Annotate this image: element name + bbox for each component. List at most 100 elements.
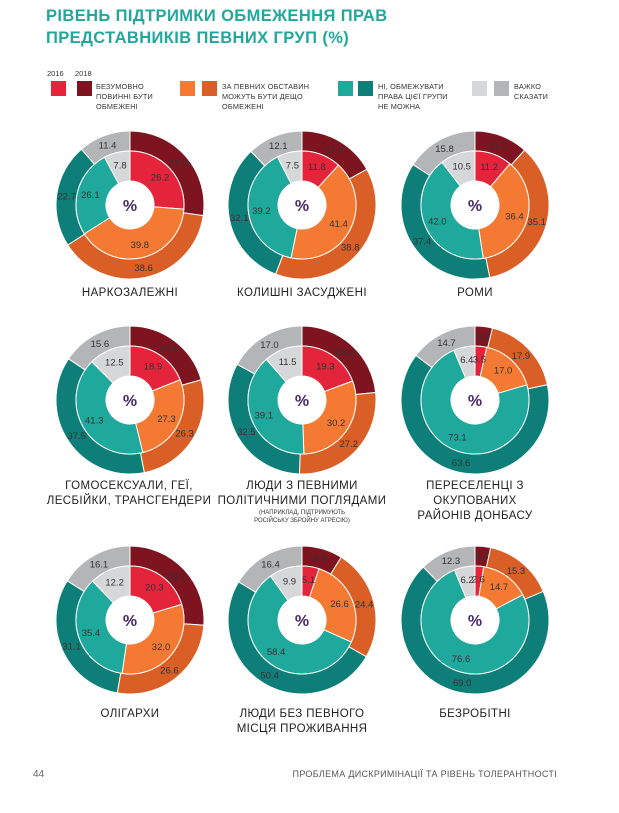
data-label-inner-2016-cannot-restrict: 35.4: [82, 628, 101, 639]
data-label-outer-2018-must-be-restricted: 11.7: [489, 141, 507, 152]
data-label-outer-2018-cannot-restrict: 32.5: [237, 427, 256, 438]
data-label-inner-2016-may-be-restricted: 26.6: [330, 599, 349, 610]
slice-inner-2016-may-be-restricted: [302, 380, 357, 455]
data-label-inner-2016-hard-to-say: 6.4: [460, 355, 473, 366]
legend-swatch-2016: [338, 81, 353, 96]
data-label-inner-2016-must-be-restricted: 2.6: [472, 574, 485, 585]
slice-inner-2016-hard-to-say: [269, 565, 303, 602]
slice-inner-2016-hard-to-say: [453, 565, 476, 599]
legend-swatch-2018: [202, 81, 217, 96]
legend-swatch-2016: [51, 81, 66, 96]
data-label-inner-2016-may-be-restricted: 27.3: [157, 414, 176, 425]
data-label-inner-2016-hard-to-say: 7.8: [113, 161, 126, 172]
percent-center-label: %: [295, 393, 309, 410]
data-label-outer-2018-hard-to-say: 15.8: [435, 144, 454, 155]
data-label-inner-2016-must-be-restricted: 11.2: [480, 162, 498, 173]
data-label-inner-2016-hard-to-say: 7.5: [286, 160, 299, 171]
slice-inner-2016-may-be-restricted: [121, 603, 185, 675]
data-label-outer-2018-hard-to-say: 15.6: [91, 339, 110, 350]
legend-swatch-2016: [472, 81, 487, 96]
donut-chart: 8.9 24.4 50.4 16.4 5.1 26.6 58.4 9.9%: [227, 545, 377, 695]
data-label-outer-2018-must-be-restricted: 23.4: [336, 348, 355, 359]
footer-text: ПРОБЛЕМА ДИСКРИМІНАЦІЇ ТА РІВЕНЬ ТОЛЕРАН…: [292, 769, 557, 779]
data-label-outer-2018-cannot-restrict: 37.5: [67, 431, 86, 442]
slice-inner-2016-hard-to-say: [276, 150, 303, 185]
data-label-inner-2016-cannot-restrict: 42.0: [428, 217, 447, 228]
chart-title: ОЛІГАРХИ: [100, 708, 160, 720]
data-label-outer-2018-must-be-restricted: 27.3: [169, 158, 188, 169]
data-label-inner-2016-cannot-restrict: 76.6: [452, 654, 471, 665]
donut-svg: 17.0 38.8 32.1 12.1 11.8 41.4 39.2 7.5%: [227, 130, 377, 280]
chart-title: БЕЗРОБІТНІ: [439, 708, 511, 720]
donut-center: [452, 377, 498, 423]
page-title: РІВЕНЬ ПІДТРИМКИ ОБМЕЖЕННЯ ПРАВ ПРЕДСТАВ…: [46, 7, 388, 47]
donut-svg: 3.4 15.3 69.0 12.3 2.6 14.7 76.6 6.2%: [400, 545, 550, 695]
chart-title: ГОМОСЕКСУАЛИ, ГЕЇ, ЛЕСБІЙКИ, ТРАНСГЕНДЕР…: [46, 480, 212, 507]
data-label-inner-2016-may-be-restricted: 14.7: [490, 582, 509, 593]
slice-inner-2016-hard-to-say: [265, 345, 303, 383]
data-label-inner-2016-hard-to-say: 10.5: [452, 162, 471, 173]
data-label-outer-2018-hard-to-say: 16.1: [90, 559, 109, 570]
data-label-outer-2018-may-be-restricted: 26.3: [175, 429, 194, 440]
donut-svg: 8.9 24.4 50.4 16.4 5.1 26.6 58.4 9.9%: [227, 545, 377, 695]
slice-inner-2016-cannot-restrict: [75, 361, 144, 455]
chart-title: РОМИ: [457, 287, 493, 299]
slice-inner-2016-cannot-restrict: [420, 349, 530, 455]
data-label-inner-2016-cannot-restrict: 41.3: [85, 415, 104, 426]
slice-inner-2016-hard-to-say: [441, 150, 476, 187]
data-label-outer-2018-hard-to-say: 11.4: [99, 140, 117, 151]
data-label-outer-2018-may-be-restricted: 38.6: [134, 263, 153, 274]
slice-inner-2016-cannot-restrict: [75, 156, 120, 235]
data-label-outer-2018-must-be-restricted: 17.0: [325, 145, 344, 156]
donut-center: [279, 182, 325, 228]
data-label-inner-2016-must-be-restricted: 26.2: [151, 172, 170, 183]
percent-center-label: %: [295, 613, 309, 630]
data-label-inner-2016-cannot-restrict: 39.1: [255, 410, 274, 421]
donut-chart: 27.3 38.6 22.7 11.4 26.2 39.8 26.1 7.8%: [55, 130, 205, 280]
slice-inner-2016-may-be-restricted: [478, 163, 530, 259]
legend-year-2018: 2018: [75, 69, 92, 78]
donut-chart: 17.0 38.8 32.1 12.1 11.8 41.4 39.2 7.5%: [227, 130, 377, 280]
data-label-outer-2018-cannot-restrict: 32.1: [230, 213, 249, 224]
data-label-inner-2016-cannot-restrict: 73.1: [448, 432, 467, 443]
donut-chart: 3.4 15.3 69.0 12.3 2.6 14.7 76.6 6.2%: [400, 545, 550, 695]
data-label-outer-2018-cannot-restrict: 50.4: [260, 671, 279, 682]
donut-chart: 3.8 17.9 63.6 14.7 3.5 17.0 73.1 6.4%: [400, 325, 550, 475]
percent-center-label: %: [123, 198, 137, 215]
data-label-outer-2018-may-be-restricted: 27.2: [340, 439, 359, 450]
data-label-outer-2018-must-be-restricted: 8.9: [313, 554, 326, 565]
donut-center: [452, 182, 498, 228]
data-label-outer-2018-may-be-restricted: 17.9: [512, 351, 531, 362]
legend-swatch-2018: [77, 81, 92, 96]
chart-title: ЛЮДИ БЕЗ ПЕВНОГО МІСЦЯ ПРОЖИВАННЯ: [236, 708, 368, 735]
data-label-outer-2018-cannot-restrict: 22.7: [57, 191, 76, 202]
data-label-inner-2016-may-be-restricted: 30.2: [327, 418, 346, 429]
donut-center: [107, 377, 153, 423]
donut-center: [279, 377, 325, 423]
donut-svg: 23.4 27.2 32.5 17.0 19.3 30.2 39.1 11.5%: [227, 325, 377, 475]
donut-center: [107, 182, 153, 228]
slice-inner-2016-hard-to-say: [103, 150, 131, 185]
donut-center: [107, 597, 153, 643]
percent-center-label: %: [468, 393, 482, 410]
data-label-outer-2018-cannot-restrict: 31.1: [62, 641, 81, 652]
data-label-inner-2016-must-be-restricted: 11.8: [308, 162, 326, 173]
data-label-inner-2016-must-be-restricted: 5.1: [302, 575, 315, 586]
data-label-outer-2018-may-be-restricted: 35.1: [527, 217, 546, 228]
data-label-outer-2018-hard-to-say: 12.3: [442, 556, 461, 567]
slice-inner-2016-hard-to-say: [453, 345, 476, 379]
donut-chart: 20.6 26.3 37.5 15.6 18.9 27.3 41.3 12.5%: [55, 325, 205, 475]
data-label-outer-2018-cannot-restrict: 69.0: [453, 678, 472, 689]
data-label-inner-2016-hard-to-say: 12.2: [105, 577, 124, 588]
legend-label: БЕЗУМОВНО ПОВИННІ БУТИ ОБМЕЖЕНІ: [96, 82, 153, 111]
data-label-inner-2016-cannot-restrict: 39.2: [252, 206, 271, 217]
slice-inner-2016-cannot-restrict: [420, 161, 484, 260]
donut-center: [452, 597, 498, 643]
data-label-inner-2016-cannot-restrict: 26.1: [81, 190, 100, 201]
legend-label: НІ, ОБМЕЖУВАТИ ПРАВА ЦІЄЇ ГРУПИ НЕ МОЖНА: [378, 82, 448, 111]
data-label-outer-2018-may-be-restricted: 38.8: [341, 242, 360, 253]
legend-swatch-2018: [358, 81, 373, 96]
data-label-inner-2016-may-be-restricted: 41.4: [329, 219, 348, 230]
donut-chart: 26.1 26.6 31.1 16.1 20.3 32.0 35.4 12.2%: [55, 545, 205, 695]
data-label-outer-2018-may-be-restricted: 26.6: [160, 666, 179, 677]
